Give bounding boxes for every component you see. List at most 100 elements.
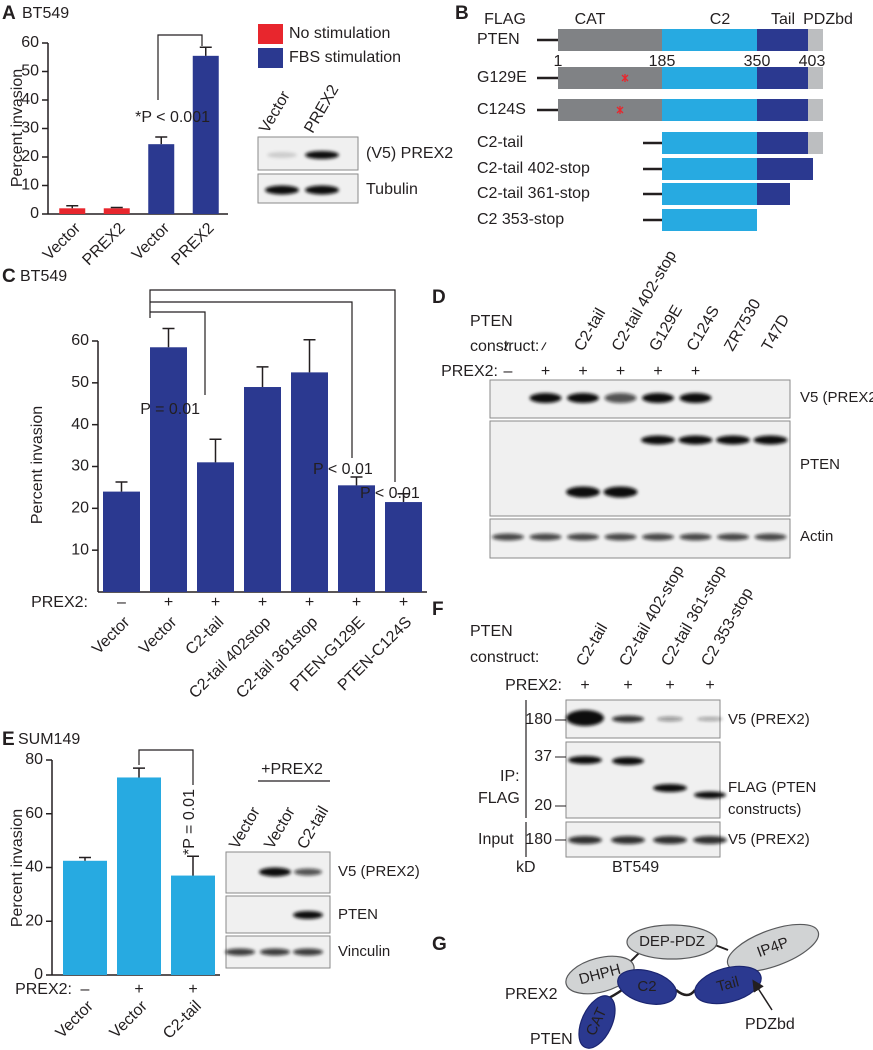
domain-segment bbox=[757, 29, 808, 51]
row-label: Actin bbox=[800, 528, 833, 545]
blot-band bbox=[568, 836, 602, 844]
y-tick-label: 60 bbox=[21, 34, 39, 51]
panel-letter: C bbox=[2, 266, 16, 287]
row-value: + bbox=[164, 594, 173, 611]
construct-label: construct: bbox=[470, 338, 539, 355]
pten-domain bbox=[617, 969, 677, 1005]
protein-label: PREX2 bbox=[505, 986, 558, 1003]
row-value: + bbox=[258, 594, 267, 611]
domain-segment bbox=[757, 158, 813, 180]
motif-label: PDZbd bbox=[745, 1016, 795, 1033]
x-tick-label: Vector bbox=[89, 613, 134, 658]
row-label: V5 (PREX2) bbox=[728, 831, 810, 848]
blot-band bbox=[603, 486, 638, 498]
x-tick-label: Vector bbox=[129, 219, 174, 264]
bar bbox=[117, 777, 161, 975]
error-bar bbox=[133, 767, 145, 778]
domain-header: Tail bbox=[771, 11, 795, 28]
x-tick-label: PREX2 bbox=[168, 220, 217, 269]
bar bbox=[244, 387, 281, 592]
panel-letter: E bbox=[2, 729, 15, 750]
row-value: + bbox=[705, 677, 714, 694]
y-axis-label: Percent invasion bbox=[9, 809, 26, 927]
y-tick-label: 40 bbox=[25, 859, 43, 876]
construct-label: G129E bbox=[477, 69, 527, 86]
blot-band bbox=[225, 948, 255, 956]
ip-label: FLAG bbox=[478, 790, 520, 807]
row-label: PTEN bbox=[338, 906, 378, 923]
y-tick-label: 0 bbox=[34, 966, 43, 983]
lane-label: Vector bbox=[256, 88, 294, 136]
domain-segment bbox=[662, 183, 757, 205]
y-axis-label: Percent invasion bbox=[9, 69, 26, 187]
row-value: + bbox=[623, 677, 632, 694]
mutation-mark bbox=[616, 106, 624, 114]
row-value: + bbox=[541, 363, 550, 380]
bar bbox=[192, 55, 219, 215]
blot-band bbox=[568, 756, 602, 764]
annotation: P = 0.01 bbox=[140, 401, 200, 418]
domain-segment bbox=[757, 99, 808, 121]
row-label: FLAG (PTEN bbox=[728, 779, 816, 796]
pten-domain bbox=[694, 965, 762, 1005]
blot-band bbox=[693, 836, 727, 844]
blot-band bbox=[642, 393, 674, 403]
significance-bracket bbox=[149, 289, 396, 482]
blot-band bbox=[566, 486, 600, 498]
bar bbox=[103, 491, 140, 592]
domain-segment bbox=[558, 67, 662, 89]
position-label: 185 bbox=[649, 53, 676, 70]
y-tick-label: 10 bbox=[21, 177, 39, 194]
domain-segment bbox=[808, 67, 823, 89]
x-tick-label: Vector bbox=[136, 613, 181, 658]
blot-band bbox=[611, 836, 645, 844]
panel-letter: F bbox=[432, 599, 444, 620]
blot-band bbox=[717, 533, 749, 541]
row-value: + bbox=[665, 677, 674, 694]
panel-letter: G bbox=[432, 934, 447, 955]
annotation: *P < 0.001 bbox=[135, 109, 210, 126]
blot-band bbox=[694, 791, 726, 799]
lane-label: C124S bbox=[684, 303, 723, 354]
significance-bracket bbox=[150, 311, 206, 395]
linker bbox=[675, 989, 697, 997]
domain-segment bbox=[662, 158, 757, 180]
error-bar bbox=[199, 46, 212, 56]
domain-segment bbox=[558, 29, 662, 51]
error-bar bbox=[79, 856, 91, 861]
domain-segment bbox=[757, 67, 808, 89]
error-bar bbox=[187, 855, 199, 876]
ip-label: IP: bbox=[500, 768, 520, 785]
error-bar bbox=[256, 366, 269, 388]
row-label: Vinculin bbox=[338, 943, 390, 960]
blot-band bbox=[657, 716, 683, 722]
group-label: +PREX2 bbox=[261, 761, 323, 778]
y-tick-label: 50 bbox=[21, 63, 39, 80]
prex2-domain bbox=[726, 923, 820, 973]
lane-label: Vector bbox=[226, 804, 264, 852]
blot-band bbox=[612, 715, 644, 723]
construct-label: C2-tail 361-stop bbox=[477, 185, 590, 202]
blot-band bbox=[604, 393, 637, 403]
row-label: PREX2: bbox=[15, 981, 72, 998]
lane-label: C2-tail bbox=[571, 306, 609, 355]
row-value: + bbox=[399, 594, 408, 611]
panel-letter: B bbox=[455, 3, 469, 24]
row-value: + bbox=[211, 594, 220, 611]
bar bbox=[63, 860, 107, 975]
y-tick-label: 0 bbox=[30, 205, 39, 222]
bar bbox=[59, 208, 86, 214]
marker-label: 20 bbox=[534, 797, 552, 814]
y-tick-label: 20 bbox=[21, 148, 39, 165]
chart-title: BT549 bbox=[22, 5, 69, 22]
row-label: V5 (PREX2) bbox=[338, 863, 420, 880]
bar bbox=[291, 372, 328, 592]
legend-swatch bbox=[258, 48, 283, 68]
blot-band bbox=[679, 533, 712, 541]
domain-segment bbox=[808, 132, 823, 154]
domain-segment bbox=[757, 183, 790, 205]
construct-label: C2-tail bbox=[477, 134, 523, 151]
error-bar bbox=[155, 136, 168, 145]
